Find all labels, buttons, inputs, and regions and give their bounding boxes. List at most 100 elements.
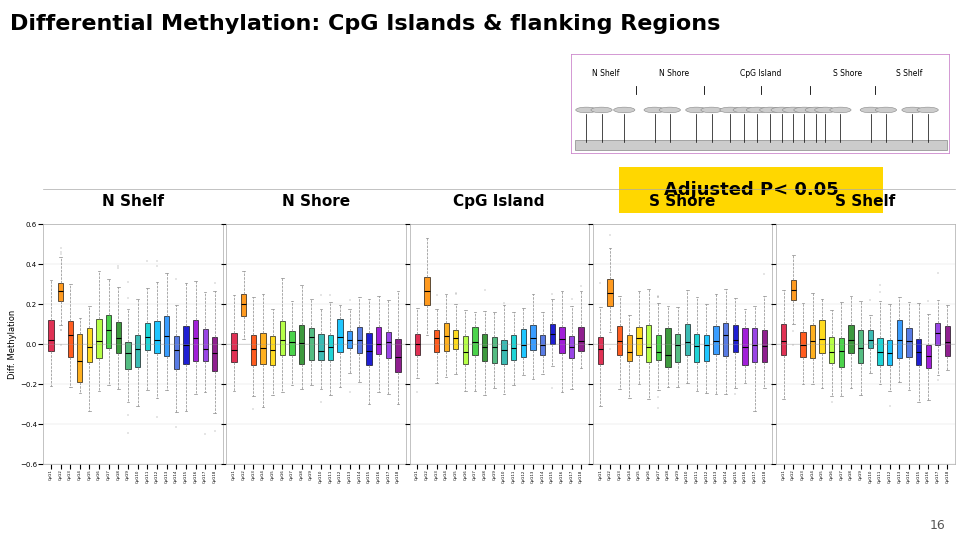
PathPatch shape [858,330,863,363]
Circle shape [685,107,707,113]
Circle shape [591,107,612,113]
Text: 16: 16 [930,519,946,532]
Circle shape [746,107,768,113]
PathPatch shape [193,320,198,361]
Text: Adjusted P< 0.05: Adjusted P< 0.05 [663,181,839,199]
PathPatch shape [492,336,497,363]
PathPatch shape [608,279,612,306]
PathPatch shape [820,320,825,353]
PathPatch shape [617,327,622,355]
PathPatch shape [887,340,892,364]
PathPatch shape [646,325,651,362]
PathPatch shape [212,336,218,371]
PathPatch shape [935,322,941,345]
PathPatch shape [58,283,63,301]
PathPatch shape [231,333,237,362]
Circle shape [805,107,827,113]
PathPatch shape [849,325,853,353]
Circle shape [860,107,881,113]
PathPatch shape [549,324,555,344]
PathPatch shape [801,332,805,357]
PathPatch shape [145,322,150,350]
Circle shape [660,107,681,113]
PathPatch shape [925,345,931,368]
PathPatch shape [945,326,950,356]
PathPatch shape [868,330,873,348]
PathPatch shape [135,335,140,367]
PathPatch shape [386,332,391,358]
PathPatch shape [713,326,719,354]
FancyBboxPatch shape [619,167,883,213]
PathPatch shape [636,327,641,355]
Circle shape [794,107,815,113]
Circle shape [876,107,897,113]
PathPatch shape [472,327,478,355]
Circle shape [613,107,635,113]
PathPatch shape [829,338,834,362]
PathPatch shape [791,280,796,300]
Circle shape [782,107,804,113]
Circle shape [901,107,924,113]
Text: N Shore: N Shore [659,70,688,78]
PathPatch shape [723,323,729,356]
PathPatch shape [463,336,468,364]
PathPatch shape [299,325,304,363]
PathPatch shape [598,337,603,364]
PathPatch shape [318,334,324,360]
Y-axis label: Diff. Methylation: Diff. Methylation [8,309,17,379]
PathPatch shape [279,321,285,355]
PathPatch shape [116,322,121,353]
Circle shape [815,107,836,113]
Text: S Shore: S Shore [833,70,863,78]
PathPatch shape [752,328,757,362]
Text: Differential Methylation: CpG Islands & flanking Regions: Differential Methylation: CpG Islands & … [10,14,720,33]
FancyBboxPatch shape [571,54,950,154]
PathPatch shape [675,334,681,362]
Circle shape [829,107,852,113]
PathPatch shape [897,320,902,358]
PathPatch shape [203,329,207,361]
PathPatch shape [540,335,545,355]
PathPatch shape [627,335,632,361]
PathPatch shape [780,323,786,355]
Circle shape [701,107,722,113]
PathPatch shape [328,335,333,360]
PathPatch shape [86,328,92,362]
PathPatch shape [164,315,169,356]
PathPatch shape [396,339,400,372]
Text: CpG Island: CpG Island [453,194,545,209]
Text: S Shelf: S Shelf [896,70,922,78]
PathPatch shape [270,336,276,366]
PathPatch shape [96,319,102,357]
PathPatch shape [656,335,660,360]
PathPatch shape [520,329,526,357]
PathPatch shape [77,334,83,382]
PathPatch shape [704,335,709,361]
PathPatch shape [48,320,54,352]
PathPatch shape [174,336,179,369]
PathPatch shape [357,327,362,354]
PathPatch shape [415,334,420,355]
PathPatch shape [906,328,912,357]
PathPatch shape [376,327,381,354]
PathPatch shape [424,276,429,305]
PathPatch shape [694,334,700,362]
PathPatch shape [665,328,670,367]
PathPatch shape [569,336,574,359]
PathPatch shape [916,339,922,364]
Text: N Shelf: N Shelf [591,70,619,78]
PathPatch shape [560,327,564,354]
PathPatch shape [732,325,738,352]
Text: S Shore: S Shore [649,194,715,209]
Circle shape [759,107,780,113]
PathPatch shape [579,327,584,351]
PathPatch shape [67,321,73,357]
PathPatch shape [810,325,815,357]
PathPatch shape [684,324,690,355]
Circle shape [917,107,938,113]
PathPatch shape [126,342,131,369]
PathPatch shape [348,331,352,348]
PathPatch shape [367,333,372,365]
PathPatch shape [482,334,488,361]
Text: N Shelf: N Shelf [102,194,164,209]
